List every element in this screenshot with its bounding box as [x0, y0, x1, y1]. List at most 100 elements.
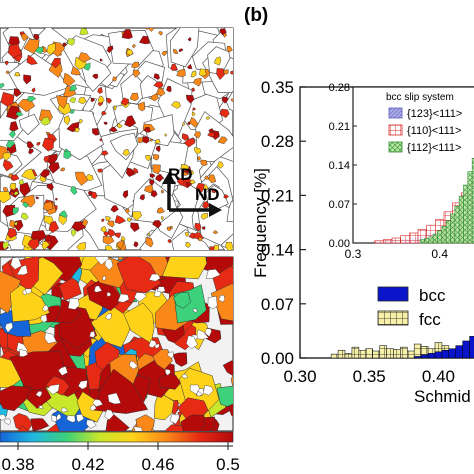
slip-grain [182, 122, 186, 126]
slip-grain [5, 70, 10, 75]
slip-grain [97, 95, 105, 104]
schmid-grain [16, 425, 30, 431]
inset-legend-label: {123}<111> [407, 108, 462, 120]
slip-grain [35, 196, 40, 200]
unindexed-region [148, 273, 161, 282]
slip-grain [2, 241, 10, 250]
slip-grain [26, 96, 37, 103]
slip-grain [217, 136, 228, 145]
slip-grain [223, 194, 229, 199]
schmid-grain [210, 283, 233, 322]
top-grain-map: RD ND [0, 27, 234, 251]
unindexed-region [89, 330, 96, 338]
slip-grain [170, 63, 178, 71]
colorbar-tick-label: 0.46 [141, 455, 174, 474]
slip-grain [106, 97, 112, 104]
slip-grain [122, 190, 129, 199]
slip-grain [198, 236, 203, 242]
schmid-grain [116, 257, 162, 294]
slip-grain [81, 218, 89, 227]
slip-grain [194, 222, 202, 232]
inset-bar-series-3 [432, 233, 438, 244]
top-map-grains [0, 28, 233, 250]
slip-grain [153, 73, 160, 80]
slip-grain [0, 83, 5, 89]
slip-grain [230, 98, 233, 103]
grain-outline [169, 28, 200, 68]
main-legend-swatch [377, 310, 409, 326]
slip-grain [120, 97, 129, 106]
schmid-grain [0, 270, 22, 314]
slip-grain [101, 110, 107, 116]
main-ytick-label: 0.35 [261, 78, 294, 97]
slip-grain [105, 216, 111, 222]
grain-outline [171, 229, 211, 250]
inset-bar-series-2 [400, 235, 410, 244]
inset-ytick-label: 0.21 [329, 121, 350, 133]
slip-grain [101, 218, 105, 223]
unindexed-region [42, 304, 49, 312]
fcc-bar [407, 350, 415, 359]
slip-grain [176, 68, 186, 78]
bottom-schmid-map [0, 256, 234, 432]
slip-grain [148, 28, 154, 32]
slip-grain [35, 46, 44, 55]
slip-grain [190, 70, 197, 78]
slip-grain [42, 201, 54, 211]
slip-grain [219, 108, 230, 119]
slip-grain [181, 133, 190, 141]
slip-grain [217, 161, 224, 169]
slip-grain [161, 50, 168, 57]
bcc-bar [420, 354, 429, 359]
unindexed-region [4, 418, 12, 426]
slip-grain [97, 101, 104, 107]
slip-grain [116, 123, 123, 129]
slip-grain [101, 150, 109, 156]
grain-outline [58, 108, 104, 161]
slip-grain [212, 230, 219, 235]
slip-grain [0, 191, 12, 204]
slip-grain [156, 207, 165, 214]
slip-grain [180, 164, 190, 172]
slip-grain [46, 43, 56, 56]
slip-grain [7, 43, 22, 58]
slip-grain [185, 242, 191, 249]
bottom-map-grains [0, 257, 233, 431]
slip-grain [41, 241, 50, 250]
unindexed-region [164, 368, 171, 376]
fcc-bar [365, 348, 373, 359]
slip-grain [121, 29, 133, 40]
unindexed-region [157, 286, 166, 293]
slip-grain [56, 95, 68, 109]
inset-bar-series-3 [450, 213, 456, 244]
grain-outline [143, 114, 175, 147]
main-legend-swatch [377, 286, 409, 302]
slip-grain [132, 211, 143, 221]
unindexed-region [89, 404, 97, 412]
slip-grain [158, 31, 163, 36]
inset-bar-series-3 [441, 225, 447, 244]
slip-grain [69, 97, 76, 104]
colorbar: 0.38 0.42 0.46 0.5 [0, 431, 240, 474]
slip-grain [97, 86, 103, 94]
slip-grain [126, 217, 132, 222]
slip-grain [200, 159, 208, 166]
slip-grain [185, 181, 192, 188]
unindexed-region [55, 413, 62, 421]
slip-grain [18, 178, 24, 185]
slip-grain [145, 237, 154, 248]
inset-bar-series-3 [467, 171, 473, 244]
slip-grain [116, 239, 124, 250]
slip-grain [8, 173, 13, 179]
slip-grain [195, 182, 205, 193]
slip-grain [125, 167, 136, 177]
schmid-grain [222, 360, 233, 376]
slip-grain [99, 58, 103, 62]
bcc-bar [455, 345, 463, 359]
nd-label: ND [195, 185, 220, 204]
slip-grain [9, 190, 14, 197]
panel-label: (b) [244, 5, 268, 26]
colorbar-tick-label: 0.38 [1, 455, 34, 474]
slip-grain [193, 131, 201, 139]
